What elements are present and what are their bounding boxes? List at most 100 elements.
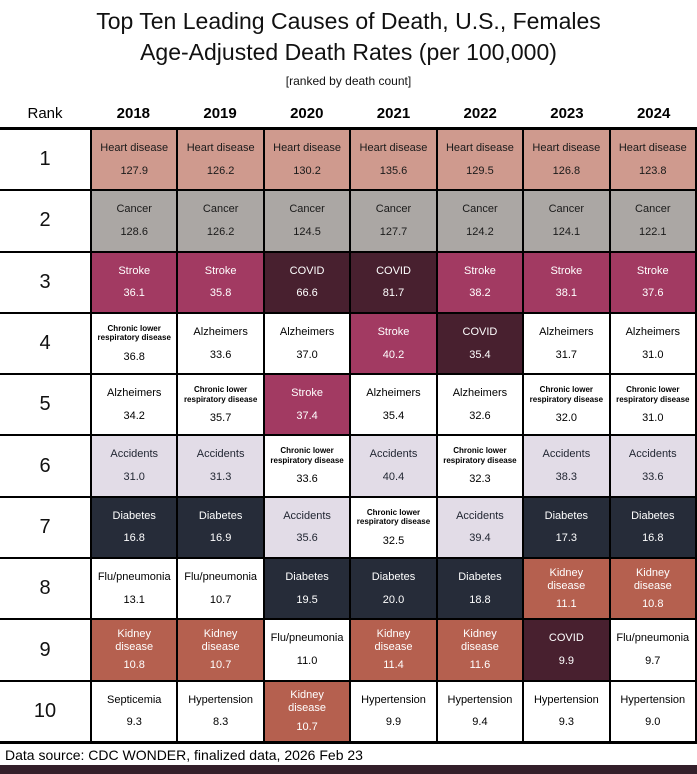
death-rate-value: 9.4 [472,716,488,729]
cause-label: Accidents [196,448,245,461]
rank-cell: 2 [0,191,90,251]
death-rate-value: 8.3 [212,716,229,729]
cause-label: Chronic lower respiratory disease [270,446,344,465]
death-rate-value: 32.3 [469,473,491,486]
cause-cell-stroke: Stroke 38.2 [437,252,523,312]
cause-label: Heart disease [445,142,514,154]
cause-label: Stroke [204,264,237,277]
death-rate-value: 10.8 [642,597,664,610]
cause-label: Cancer [548,203,585,216]
cause-cell-heart: Heart disease 127.9 [92,130,177,190]
death-rate-value: 9.3 [126,716,142,729]
cause-label: Chronic lower respiratory disease [356,507,431,527]
cause-label: Accidents [110,448,159,461]
title-block: Top Ten Leading Causes of Death, U.S., F… [0,0,697,100]
cause-label: Cancer [375,203,412,216]
cause-label: Cancer [635,203,671,216]
cause-cell-covid: COVID 9.9 [524,620,609,680]
cause-label: Accidents [542,448,591,461]
death-rate-value: 38.1 [555,287,578,300]
cause-label: Cancer [462,203,498,216]
rank-cell: 8 [0,559,90,619]
death-rate-value: 11.1 [556,597,577,610]
cause-label: Chronic lower respiratory disease [443,446,517,465]
cause-cell-diabetes: Diabetes 19.5 [264,559,350,619]
death-rate-value: 126.2 [206,164,235,177]
death-rate-value: 31.0 [123,471,145,484]
cause-label: Diabetes [544,509,589,522]
death-rate-value: 18.8 [469,593,491,606]
cause-cell-clrd: Chronic lower respiratory disease 36.8 [92,313,177,374]
cause-label: Cancer [202,203,239,216]
cause-cell-kidney: Kidney disease 10.7 [264,681,350,741]
cause-cell-kidney: Kidney disease 11.1 [524,559,609,619]
death-rate-value: 13.1 [123,593,145,606]
death-rate-value: 33.6 [209,348,232,361]
death-rate-value: 31.3 [209,471,232,484]
death-rate-value: 130.2 [293,164,321,177]
table-grid: 1 Heart disease 127.9 Heart disease 126.2 Hea… [0,127,697,744]
rank-column-header: Rank [27,105,63,122]
cause-cell-covid: COVID 81.7 [351,252,436,312]
cause-cell-accidents: Accidents 35.6 [264,497,350,558]
death-rate-value: 129.5 [466,164,494,177]
cause-cell-diabetes: Diabetes 16.8 [92,497,177,558]
cause-cell-accidents: Accidents 31.3 [178,436,263,496]
death-rate-value: 126.2 [206,225,235,238]
death-rate-value: 9.9 [385,716,402,729]
death-rate-value: 31.7 [555,348,578,361]
cause-label: Cancer [116,203,152,216]
cause-label: Stroke [464,264,496,277]
cause-label: Chronic lower respiratory disease [183,385,258,404]
cause-cell-flu: Flu/pneumonia 13.1 [92,559,177,619]
year-header-row: Rank 2018 2019 2020 2021 2022 2023 2024 [0,100,697,127]
death-rate-value: 124.1 [552,225,581,238]
cause-cell-heart: Heart disease 130.2 [264,130,350,190]
cause-label: Accidents [283,509,331,522]
death-rate-value: 10.7 [296,720,318,733]
cause-label: Kidney disease [460,628,499,653]
cause-cell-cancer: Cancer 126.2 [178,191,263,251]
cause-cell-clrd: Chronic lower respiratory disease 31.0 [610,375,695,435]
cause-label: COVID [548,632,584,645]
death-rate-value: 9.3 [558,716,574,729]
cause-cell-heart: Heart disease 126.8 [524,130,609,190]
cause-cell-flu: Flu/pneumonia 10.7 [178,559,263,619]
cause-cell-stroke: Stroke 37.4 [264,375,350,435]
death-rate-value: 122.1 [639,225,667,238]
death-rate-value: 11.6 [469,659,491,672]
cause-cell-clrd: Chronic lower respiratory disease 35.7 [178,375,263,435]
cause-label: Diabetes [198,509,243,522]
rank-cell: 6 [0,436,90,496]
cause-label: Chronic lower respiratory disease [529,385,604,404]
death-rate-value: 37.4 [296,409,318,422]
cause-label: Kidney disease [547,566,586,592]
cause-label: COVID [289,264,325,277]
cause-cell-hypertension: Hypertension 8.3 [178,681,263,741]
cause-label: Kidney disease [201,628,240,653]
cause-label: Flu/pneumonia [616,632,690,645]
death-rate-value: 17.3 [555,532,578,545]
cause-cell-cancer: Cancer 122.1 [610,191,695,251]
cause-cell-hypertension: Hypertension 9.9 [351,681,436,741]
cause-cell-diabetes: Diabetes 17.3 [524,497,609,558]
cause-cell-flu: Flu/pneumonia 11.0 [264,620,350,680]
cause-label: Heart disease [100,142,169,154]
cause-cell-stroke: Stroke 35.8 [178,252,263,312]
death-rate-value: 31.0 [642,412,664,424]
cause-label: Kidney disease [288,689,327,715]
death-rate-value: 11.4 [383,659,404,672]
cause-label: Septicemia [107,693,162,706]
death-rate-value: 37.0 [296,348,318,361]
cause-cell-clrd: Chronic lower respiratory disease 32.3 [437,436,523,496]
death-rate-value: 19.5 [296,593,318,606]
death-rate-value: 36.1 [123,287,145,300]
cause-cell-diabetes: Diabetes 18.8 [437,559,523,619]
cause-cell-accidents: Accidents 31.0 [92,436,177,496]
death-rate-value: 11.0 [296,655,318,668]
cause-label: Hypertension [188,693,254,706]
rank-cell: 5 [0,375,90,435]
cause-cell-stroke: Stroke 40.2 [351,313,436,374]
rank-cell: 3 [0,252,90,312]
death-rate-value: 128.6 [120,225,148,238]
